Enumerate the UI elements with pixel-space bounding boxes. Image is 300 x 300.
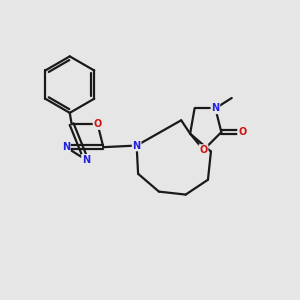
Text: N: N: [133, 140, 141, 151]
Text: O: O: [238, 127, 246, 137]
Text: O: O: [94, 119, 102, 129]
Text: O: O: [200, 145, 208, 155]
Text: N: N: [62, 142, 70, 152]
Text: N: N: [82, 155, 90, 165]
Text: N: N: [211, 103, 220, 113]
